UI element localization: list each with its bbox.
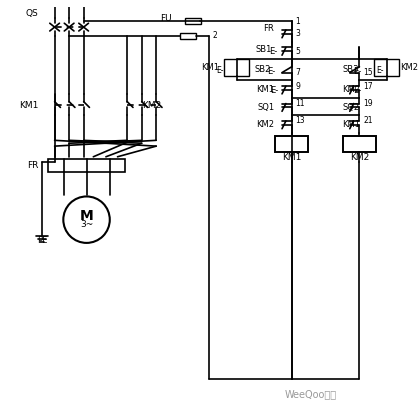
Text: 19: 19	[363, 99, 373, 108]
Text: KM1: KM1	[342, 121, 360, 129]
Text: KM1: KM1	[201, 63, 219, 72]
Text: 5: 5	[296, 47, 300, 56]
Text: SQ1: SQ1	[257, 103, 274, 112]
Text: KM2: KM2	[350, 153, 369, 162]
Text: E-: E-	[353, 87, 361, 95]
Text: KM2: KM2	[400, 63, 418, 72]
Text: 2: 2	[213, 32, 217, 40]
Bar	[275, 136, 308, 152]
Text: 9: 9	[296, 81, 300, 91]
Text: 3: 3	[296, 29, 300, 38]
Bar	[185, 18, 201, 24]
Text: E-: E-	[270, 87, 278, 95]
Text: SQ2: SQ2	[342, 103, 359, 112]
Text: FR: FR	[27, 161, 38, 170]
Text: 21: 21	[363, 116, 373, 126]
Text: 1: 1	[296, 17, 300, 26]
Bar	[374, 59, 399, 76]
Text: QS: QS	[26, 9, 38, 18]
Text: 17: 17	[363, 81, 373, 91]
Text: KM2: KM2	[256, 121, 274, 129]
Text: E-: E-	[376, 66, 383, 75]
Text: KM1: KM1	[256, 84, 274, 94]
Text: FU: FU	[160, 14, 172, 23]
Text: PE: PE	[37, 236, 47, 245]
Text: E-: E-	[267, 67, 275, 76]
Text: E-: E-	[269, 47, 277, 56]
Bar	[48, 159, 125, 172]
Text: FR: FR	[263, 24, 274, 33]
Text: WeeQoo维库: WeeQoo维库	[285, 389, 337, 399]
Text: KM1: KM1	[282, 153, 302, 162]
Text: KM1: KM1	[19, 101, 38, 110]
Text: 7: 7	[296, 68, 300, 77]
Circle shape	[63, 197, 110, 243]
Text: SB1: SB1	[256, 45, 272, 54]
Text: E-: E-	[216, 66, 224, 75]
Text: 3~: 3~	[80, 220, 93, 229]
Text: SB3: SB3	[342, 65, 359, 74]
Text: 15: 15	[363, 68, 373, 77]
Bar	[224, 59, 249, 76]
Text: 11: 11	[296, 99, 305, 108]
Bar	[181, 33, 196, 39]
Text: M: M	[80, 209, 93, 223]
Text: E-: E-	[353, 67, 361, 76]
Text: KM2: KM2	[342, 84, 360, 94]
Text: 13: 13	[296, 116, 305, 126]
Text: SB2: SB2	[254, 65, 270, 74]
Text: KM2: KM2	[142, 101, 161, 110]
Bar	[343, 136, 376, 152]
